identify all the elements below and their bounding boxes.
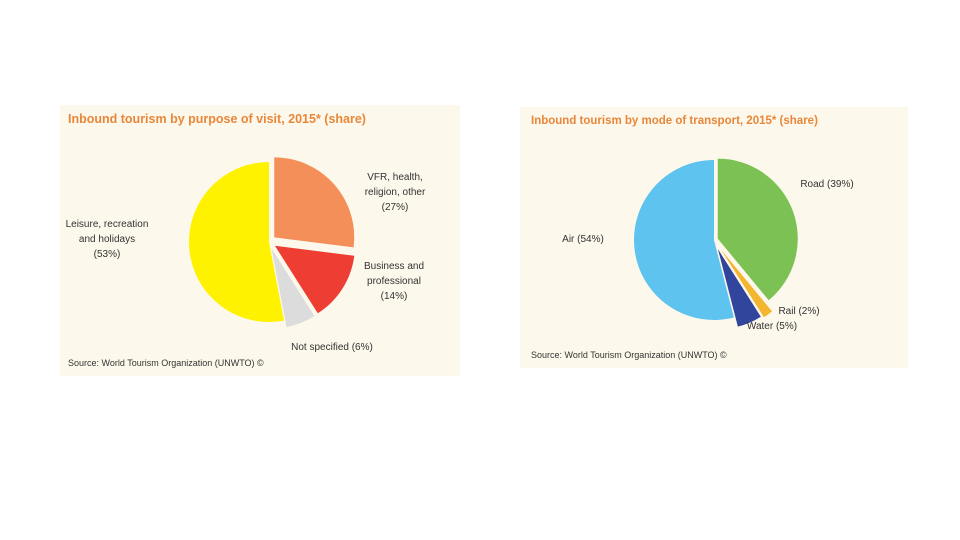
chart-panel-transport: Inbound tourism by mode of transport, 20… — [520, 107, 908, 368]
slice-label: Leisure, recreation and holidays (53%) — [66, 219, 149, 260]
pie-slice-water — [717, 249, 761, 327]
pie-slice-vfr-health — [274, 157, 355, 248]
chart-title: Inbound tourism by mode of transport, 20… — [531, 115, 818, 127]
pie-slice-leisure-recreation — [188, 162, 284, 322]
slice-label: Not specified (6%) — [291, 342, 373, 353]
slice-label: Air (54%) — [562, 234, 604, 245]
slice-label: Rail (2%) — [778, 306, 819, 317]
purpose-pie-chart: VFR, health, religion, other (27%) Business… — [66, 157, 426, 353]
slice-label: Road (39%) — [800, 179, 853, 190]
chart-source: Source: World Tourism Organization (UNWT… — [68, 358, 264, 368]
chart-title: Inbound tourism by purpose of visit, 201… — [68, 112, 366, 126]
pie-slice-business-and — [274, 245, 355, 314]
chart-panel-purpose: Inbound tourism by purpose of visit, 201… — [60, 105, 460, 376]
pie-slice-air — [634, 160, 734, 320]
slice-label: Business and professional (14%) — [364, 261, 424, 302]
pie-slice-rail — [721, 249, 773, 318]
slice-label: Water (5%) — [747, 321, 797, 332]
pie-slice-not-specified — [271, 248, 315, 328]
transport-pie-chart: Road (39%) Rail (2%) Water (5%) Air (54%) — [562, 158, 854, 332]
pie-slice-road — [717, 158, 798, 301]
chart-source: Source: World Tourism Organization (UNWT… — [531, 350, 727, 360]
slice-label: VFR, health, religion, other (27%) — [365, 172, 426, 213]
